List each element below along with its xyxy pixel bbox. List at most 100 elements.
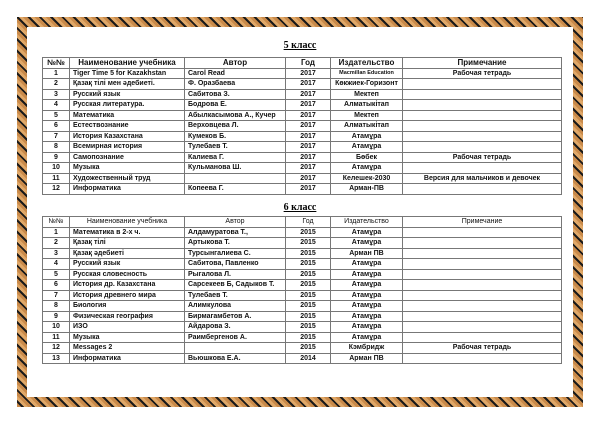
table-row: 13 Информатика Вьюшкова Е.А. 2014 Арман ПВ [42,352,562,364]
cell-year: 2017 [285,130,331,142]
table-row: 6 Естествознание Верховцева Л. 2017 Алматыкі… [42,120,562,132]
cell-publisher: Атамұра [330,331,403,343]
cell-note [402,331,562,343]
header-author: Автор [184,57,286,69]
cell-author: Вьюшкова Е.А. [184,352,286,364]
cell-title: Русский язык [69,88,185,100]
cell-publisher: Атамұра [330,141,403,153]
cell-note [402,120,562,132]
cell-title: Tiger Time 5 for Kazakhstan [69,67,185,79]
cell-title: ИЗО [69,321,185,333]
cell-title: Математика [69,109,185,121]
cell-year: 2017 [285,172,331,184]
cell-note [402,268,562,280]
cell-title: Естествознание [69,120,185,132]
cell-year: 2015 [285,279,331,291]
cell-year: 2017 [285,109,331,121]
cell-note [402,300,562,312]
cell-author: Калиева Г. [184,151,286,163]
cell-publisher: Келешек-2030 [330,172,403,184]
cell-publisher: Атамұра [330,321,403,333]
cell-number: 7 [42,130,70,142]
table-row: 3 Русский язык Сабитова З. 2017 Мектеп [42,88,562,100]
table-row: 10 ИЗО Айдарова З. 2015 Атамұра [42,321,562,333]
cell-author: Сабитова З. [184,88,286,100]
cell-author: Бирмагамбетов А. [184,310,286,322]
cell-note [402,279,562,291]
header-year: Год [285,57,331,69]
cell-number: 3 [42,247,70,259]
cell-note: Рабочая тетрадь [402,151,562,163]
cell-note [402,310,562,322]
cell-note [402,289,562,301]
cell-title: История Казахстана [69,130,185,142]
cell-number: 1 [42,226,70,238]
cell-author: Тулебаев Т. [184,141,286,153]
cell-author [184,342,286,354]
table-row: 12 Messages 2 2015 Кэмбридж Рабочая тетрадь [42,342,562,354]
cell-number: 7 [42,289,70,301]
cell-number: 1 [42,67,70,79]
table-row: 12 Информатика Копеева Г. 2017 Арман-ПВ [42,183,562,195]
cell-note: Версия для мальчиков и девочек [402,172,562,184]
cell-year: 2015 [285,310,331,322]
cell-author: Алимкулова [184,300,286,312]
grade6-title: 6 класс [283,202,317,213]
table-row: 7 История Казахстана Кумеков Б. 2017 Атамұра [42,130,562,142]
cell-publisher: Атамұра [330,268,403,280]
cell-year: 2015 [285,300,331,312]
cell-publisher: Кэмбридж [330,342,403,354]
cell-publisher: Арман ПВ [330,352,403,364]
cell-number: 11 [42,172,70,184]
cell-number: 4 [42,258,70,270]
cell-note: Рабочая тетрадь [402,67,562,79]
cell-title: Информатика [69,183,185,195]
header-note: Примечание [402,216,562,228]
cell-number: 4 [42,99,70,111]
cell-number: 10 [42,162,70,174]
cell-title: Биология [69,300,185,312]
cell-publisher: Атамұра [330,300,403,312]
cell-number: 12 [42,342,70,354]
cell-note [402,78,562,90]
cell-note [402,226,562,238]
cell-year: 2015 [285,237,331,249]
cell-number: 6 [42,120,70,132]
cell-note [402,109,562,121]
cell-number: 2 [42,78,70,90]
cell-note: Рабочая тетрадь [402,342,562,354]
header-year: Год [285,216,331,228]
cell-title: Қазақ әдебиеті [69,247,185,259]
cell-number: 5 [42,268,70,280]
table-row: 2 Қазақ тілі мен әдебиеті. Ф. Оразбаева 201… [42,78,562,90]
cell-note [402,321,562,333]
cell-note [402,352,562,364]
cell-publisher: Macmillan Education [330,67,403,79]
cell-author: Бодрова Е. [184,99,286,111]
table-header-row: №№ Наименование учебника Автор Год Издательс… [42,57,562,69]
cell-number: 9 [42,310,70,322]
cell-year: 2017 [285,88,331,100]
cell-year: 2017 [285,99,331,111]
table-row: 1 Математика в 2-х ч. Алдамуратова Т., 2015… [42,226,562,238]
cell-publisher: Атамұра [330,130,403,142]
cell-author: Сарсекеев Б, Садыков Т. [184,279,286,291]
cell-author: Абылкасымова А., Кучер [184,109,286,121]
cell-note [402,183,562,195]
cell-publisher: Арман-ПВ [330,183,403,195]
cell-title: Қазақ тілі [69,237,185,249]
header-publisher: Издательство [330,57,403,69]
cell-publisher: Атамұра [330,226,403,238]
cell-author: Сабитова, Павленко [184,258,286,270]
cell-publisher: Атамұра [330,237,403,249]
cell-author: Айдарова З. [184,321,286,333]
cell-author: Carol Read [184,67,286,79]
table-row: 6 История др. Казахстана Сарсекеев Б, Сады… [42,279,562,291]
cell-title: История древнего мира [69,289,185,301]
cell-publisher: Арман ПВ [330,247,403,259]
cell-note [402,88,562,100]
header-number: №№ [42,57,70,69]
table-row: 5 Математика Абылкасымова А., Кучер 2017 Мек… [42,109,562,121]
table-row: 8 Всемирная история Тулебаев Т. 2017 Атамұра [42,141,562,153]
cell-title: Русская словесность [69,268,185,280]
